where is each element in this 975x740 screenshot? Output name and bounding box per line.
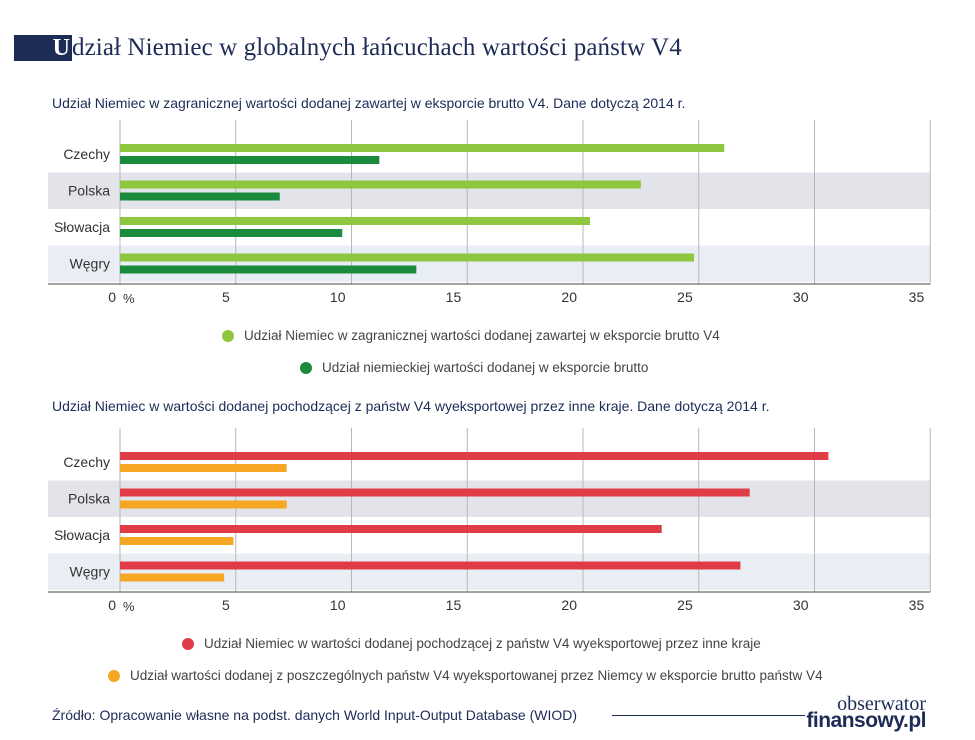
bar-słowacja-series-1 [120,525,662,533]
x-tick-label: 25 [677,289,693,305]
bar-czechy-series-1 [120,452,829,460]
bar-polska-series-1 [120,180,641,189]
legend-dot-red [182,637,194,650]
category-label: Czechy [63,146,110,162]
band-bg [48,172,931,209]
category-label: Węgry [70,564,110,580]
x-tick-label: 20 [561,597,577,613]
band-bg [48,245,931,282]
x-unit-label: % [123,291,135,306]
band-bg [48,553,931,590]
bar-polska-series-2 [120,192,280,201]
page-title: dział Niemiec w globalnych łańcuchach wa… [72,34,682,61]
bar-węgry-series-1 [120,253,695,262]
x-tick-label: 30 [793,597,809,613]
x-tick-label: 25 [677,597,693,613]
category-label: Węgry [70,256,110,272]
x-tick-label: 20 [561,289,577,305]
logo-line1: obserwator [837,693,926,715]
bar-polska-series-2 [120,500,287,509]
band-bg [48,480,931,517]
bar-czechy-series-1 [120,144,725,152]
chart2-title: Udział Niemiec w wartości dodanej pochod… [52,398,770,414]
title-initial-box: U [14,35,72,61]
x-tick-label: 10 [330,289,346,305]
x-tick-label: 15 [446,597,462,613]
legend-item-2-1: Udział Niemiec w wartości dodanej pochod… [182,636,761,651]
legend-item-1-1: Udział Niemiec w zagranicznej wartości d… [222,328,720,343]
legend-label: Udział Niemiec w wartości dodanej pochod… [204,636,761,651]
x-tick-label: 15 [446,289,462,305]
source-divider [612,715,805,716]
bar-słowacja-series-2 [120,537,234,545]
bar-węgry-series-2 [120,573,225,582]
legend-item-1-2: Udział niemieckiej wartości dodanej w ek… [300,360,648,375]
x-tick-label: 35 [909,289,925,305]
category-label: Czechy [63,454,110,470]
logo-line2: finansowy.pl [806,709,926,732]
legend-dot-dark-green [300,361,312,374]
x-tick-label: 0 [108,597,116,613]
legend-dot-orange [108,669,120,682]
x-tick-label: 30 [793,289,809,305]
x-tick-label: 5 [222,597,230,613]
bar-czechy-series-2 [120,156,380,164]
brand-logo: obserwator finansowy.pl [806,693,926,734]
x-tick-label: 5 [222,289,230,305]
x-tick-label: 0 [108,289,116,305]
bar-węgry-series-2 [120,265,417,274]
bar-słowacja-series-2 [120,229,343,237]
legend-item-2-2: Udział wartości dodanej z poszczególnych… [108,668,823,683]
x-unit-label: % [123,599,135,614]
category-label: Polska [68,183,110,199]
title-bar: U dział Niemiec w globalnych łańcuchach … [14,33,682,63]
x-tick-label: 35 [909,597,925,613]
x-tick-label: 10 [330,597,346,613]
chart-1: Czechy Polska Słowacja Węgry 0 5 10 15 20 25 30 35% [48,120,931,306]
category-label: Słowacja [54,219,110,235]
bar-słowacja-series-1 [120,217,590,225]
category-label: Słowacja [54,527,110,543]
category-label: Polska [68,491,110,507]
legend-dot-light-green [222,329,234,342]
bar-węgry-series-1 [120,561,741,570]
legend-label: Udział niemieckiej wartości dodanej w ek… [322,360,649,375]
chart-2: Czechy Polska Słowacja Węgry 0 5 10 15 20 25 30 35% [48,428,931,614]
bar-polska-series-1 [120,488,750,497]
legend-label: Udział Niemiec w zagranicznej wartości d… [244,328,720,343]
legend-label: Udział wartości dodanej z poszczególnych… [130,668,823,683]
source-note: Źródło: Opracowanie własne na podst. dan… [52,707,577,723]
chart1-title: Udział Niemiec w zagranicznej wartości d… [52,95,686,111]
bar-czechy-series-2 [120,464,287,472]
